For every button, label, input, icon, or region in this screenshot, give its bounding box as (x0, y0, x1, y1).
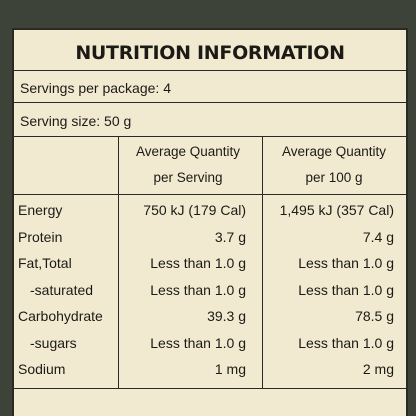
per-serving-value: Less than 1.0 g (150, 334, 246, 351)
per-100g-value: 2 mg (362, 361, 394, 377)
column-header: Average Quantity (135, 144, 241, 159)
nutrient-name: Sodium (18, 361, 66, 377)
per-100g-value: Less than 1.0 g (298, 255, 394, 271)
rule (14, 194, 406, 195)
column-header: Average Quantity (281, 144, 387, 159)
serving-size: Serving size: 50 g (20, 113, 132, 129)
nutrition-label: NUTRITION INFORMATION Servings per packa… (12, 28, 408, 416)
column-header: per 100 g (305, 170, 363, 185)
per-serving-value: Less than 1.0 g (150, 281, 246, 298)
per-100g-value: 1,495 kJ (357 Cal) (279, 202, 394, 218)
per-serving-value: 3.7 g (214, 228, 246, 245)
nutrient-name: Protein (18, 228, 63, 245)
per-serving-value: 1 mg (214, 361, 246, 377)
per-100g-value: 7.4 g (362, 228, 394, 245)
per-100g-value: Less than 1.0 g (298, 334, 394, 351)
rule (14, 388, 406, 389)
servings-per-package: Servings per package: 4 (20, 80, 171, 96)
column-rule (262, 136, 263, 388)
per-serving-value: 39.3 g (207, 308, 246, 324)
column-rule (118, 136, 119, 388)
nutrient-name: -sugars (30, 334, 77, 351)
per-100g-value: 78.5 g (355, 308, 394, 324)
title: NUTRITION INFORMATION (75, 42, 345, 64)
per-serving-value: 750 kJ (179 Cal) (143, 202, 246, 218)
per-serving-value: Less than 1.0 g (150, 255, 246, 271)
rule (14, 70, 406, 71)
per-100g-value: Less than 1.0 g (298, 281, 394, 298)
rule (14, 136, 406, 137)
rule (14, 102, 406, 103)
nutrient-name: Carbohydrate (18, 308, 103, 324)
nutrient-name: -saturated (30, 281, 94, 298)
nutrient-name: Fat,Total (18, 255, 72, 271)
column-header: per Serving (153, 170, 223, 185)
nutrient-name: Energy (18, 202, 63, 218)
